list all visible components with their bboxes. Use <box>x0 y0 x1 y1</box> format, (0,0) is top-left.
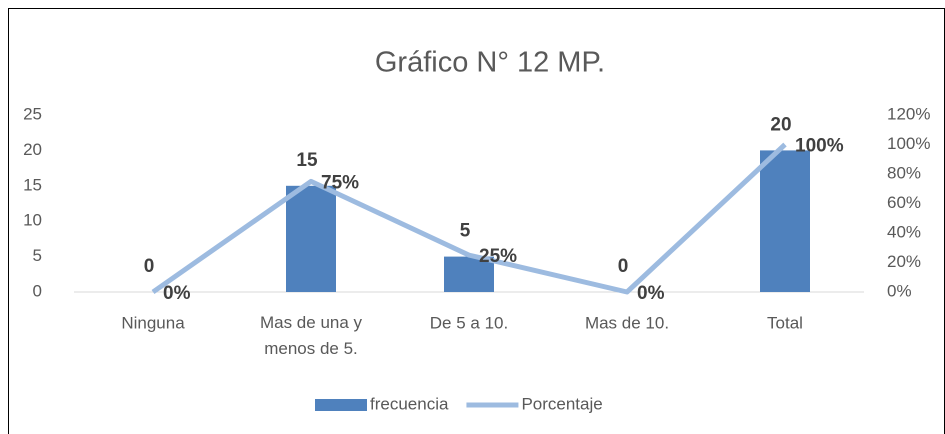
bar-value-label: 15 <box>296 150 318 171</box>
y-tick-label: 15 <box>23 175 42 194</box>
y-tick-label: 25 <box>23 104 42 123</box>
y2-tick-label: 20% <box>887 252 921 271</box>
x-tick-label: Ninguna <box>121 313 185 332</box>
bar <box>444 256 494 292</box>
legend-label: frecuencia <box>370 394 449 413</box>
line-value-label: 75% <box>321 172 359 193</box>
line-value-label: 0% <box>637 283 665 304</box>
x-tick-label: Total <box>767 313 803 332</box>
y2-tick-label: 120% <box>887 104 930 123</box>
y2-tick-label: 0% <box>887 281 912 300</box>
x-tick-label: Mas de una y menos de 5. <box>260 313 363 358</box>
line-value-label: 0% <box>163 283 191 304</box>
bar-value-label: 5 <box>460 221 471 242</box>
y2-tick-label: 60% <box>887 193 921 212</box>
y2-tick-label: 40% <box>887 222 921 241</box>
chart-title: Gráfico N° 12 MP. <box>375 47 605 79</box>
bar-value-label: 0 <box>618 256 629 277</box>
bar <box>286 185 336 292</box>
y-tick-label: 10 <box>23 211 42 230</box>
x-tick-label: Mas de 10. <box>585 313 669 332</box>
line-value-label: 100% <box>795 136 844 157</box>
y-tick-label: 0 <box>33 281 42 300</box>
x-tick-label: De 5 a 10. <box>430 313 508 332</box>
legend-swatch <box>315 399 367 411</box>
line <box>151 142 787 295</box>
y2-tick-label: 100% <box>887 134 930 153</box>
bar-value-label: 0 <box>144 256 155 277</box>
y-tick-label: 20 <box>23 140 42 159</box>
bar <box>760 150 810 292</box>
y2-tick-label: 80% <box>887 163 921 182</box>
legend-label: Porcentaje <box>521 394 602 413</box>
y-tick-label: 5 <box>33 246 42 265</box>
line-value-label: 25% <box>479 246 517 267</box>
bar-value-label: 20 <box>770 114 791 135</box>
